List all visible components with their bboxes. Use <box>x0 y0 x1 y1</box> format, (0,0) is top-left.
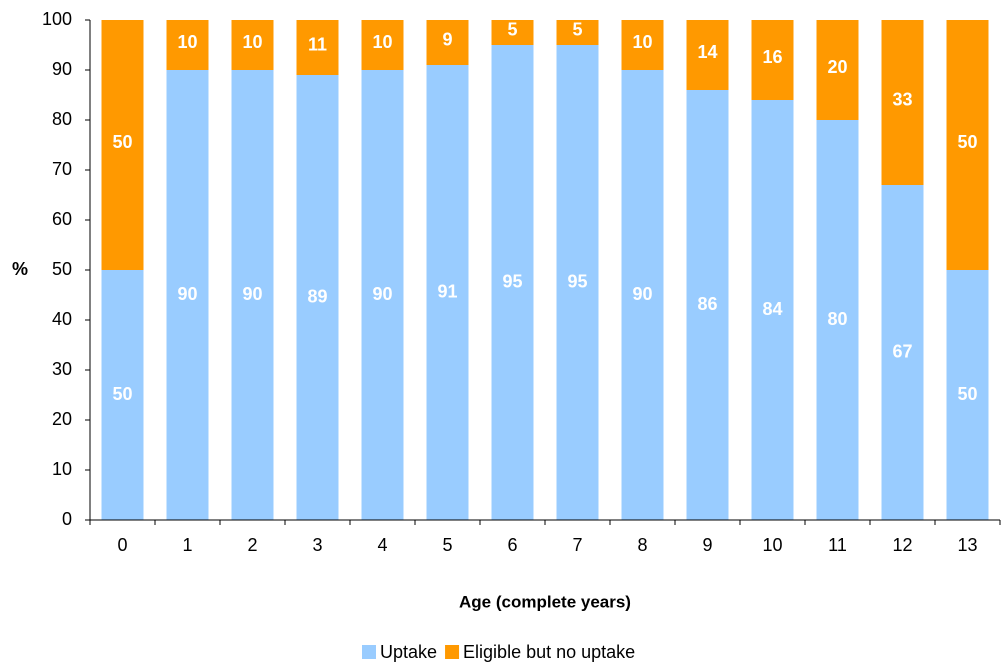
data-label: 10 <box>177 32 197 52</box>
data-label: 5 <box>572 19 582 39</box>
data-label: 95 <box>567 271 587 291</box>
data-label: 50 <box>957 132 977 152</box>
bar-segment <box>491 45 534 520</box>
bar-segment <box>231 20 274 70</box>
bar-segment <box>686 20 729 90</box>
bar-segment <box>686 90 729 520</box>
legend-label: Eligible but no uptake <box>463 642 635 662</box>
data-label: 9 <box>442 29 452 49</box>
data-label: 86 <box>697 294 717 314</box>
bar-segment <box>946 20 989 270</box>
data-label: 11 <box>308 34 327 54</box>
y-tick-label: 70 <box>52 159 72 179</box>
x-tick-label: 4 <box>377 535 387 555</box>
data-label: 90 <box>177 284 197 304</box>
bar-segment <box>361 70 404 520</box>
x-tick-label: 11 <box>828 535 847 555</box>
x-tick-label: 2 <box>247 535 257 555</box>
x-axis-title: Age (complete years) <box>459 592 631 611</box>
x-tick-label: 9 <box>702 535 712 555</box>
bar-segment <box>426 20 469 65</box>
bar-segment <box>751 100 794 520</box>
data-label: 80 <box>827 309 847 329</box>
data-label: 95 <box>502 271 522 291</box>
data-label: 89 <box>307 286 327 306</box>
bar-segment <box>556 45 599 520</box>
bar-segment <box>621 20 664 70</box>
data-label: 10 <box>372 32 392 52</box>
bar-segment <box>361 20 404 70</box>
bar-segment <box>101 270 144 520</box>
legend-swatch <box>445 645 460 659</box>
y-tick-label: 90 <box>52 59 72 79</box>
y-tick-label: 60 <box>52 209 72 229</box>
data-label: 91 <box>437 281 457 301</box>
y-axis-title: % <box>12 259 28 279</box>
bar-segment <box>491 20 534 45</box>
y-tick-label: 100 <box>42 9 72 29</box>
data-label: 67 <box>892 341 912 361</box>
bar-segment <box>816 120 859 520</box>
data-label: 84 <box>762 299 782 319</box>
y-tick-label: 30 <box>52 359 72 379</box>
bar-segment <box>296 75 339 520</box>
bar-segment <box>621 70 664 520</box>
bar-segment <box>426 65 469 520</box>
x-tick-label: 7 <box>572 535 582 555</box>
legend-swatch <box>362 645 376 659</box>
data-label: 16 <box>762 47 782 67</box>
y-tick-label: 20 <box>52 409 72 429</box>
bar-segment <box>166 20 209 70</box>
y-tick-label: 50 <box>52 259 72 279</box>
x-tick-label: 8 <box>637 535 647 555</box>
y-tick-label: 10 <box>52 459 72 479</box>
bar-segment <box>881 185 924 520</box>
bar-segment <box>881 20 924 185</box>
data-label: 90 <box>632 284 652 304</box>
x-tick-label: 5 <box>442 535 452 555</box>
data-label: 20 <box>827 57 847 77</box>
bar-segment <box>231 70 274 520</box>
data-label: 33 <box>892 89 912 109</box>
y-tick-label: 0 <box>62 509 72 529</box>
bar-segment <box>556 20 599 45</box>
legend-label: Uptake <box>380 642 437 662</box>
bar-segment <box>166 70 209 520</box>
data-label: 50 <box>112 132 132 152</box>
data-label: 10 <box>242 32 262 52</box>
y-tick-label: 80 <box>52 109 72 129</box>
x-tick-label: 3 <box>312 535 322 555</box>
x-tick-label: 6 <box>507 535 517 555</box>
bar-segment <box>101 20 144 270</box>
bar-segment <box>946 270 989 520</box>
x-tick-label: 12 <box>892 535 912 555</box>
y-tick-label: 40 <box>52 309 72 329</box>
bar-segment <box>751 20 794 100</box>
data-label: 90 <box>242 284 262 304</box>
data-label: 5 <box>507 19 517 39</box>
data-label: 50 <box>957 384 977 404</box>
x-tick-label: 13 <box>957 535 977 555</box>
data-label: 90 <box>372 284 392 304</box>
data-label: 10 <box>632 32 652 52</box>
x-tick-label: 0 <box>117 535 127 555</box>
bar-segment <box>296 20 339 75</box>
bar-segment <box>816 20 859 120</box>
data-label: 50 <box>112 384 132 404</box>
data-label: 14 <box>697 42 717 62</box>
x-tick-label: 1 <box>182 535 192 555</box>
x-tick-label: 10 <box>762 535 782 555</box>
